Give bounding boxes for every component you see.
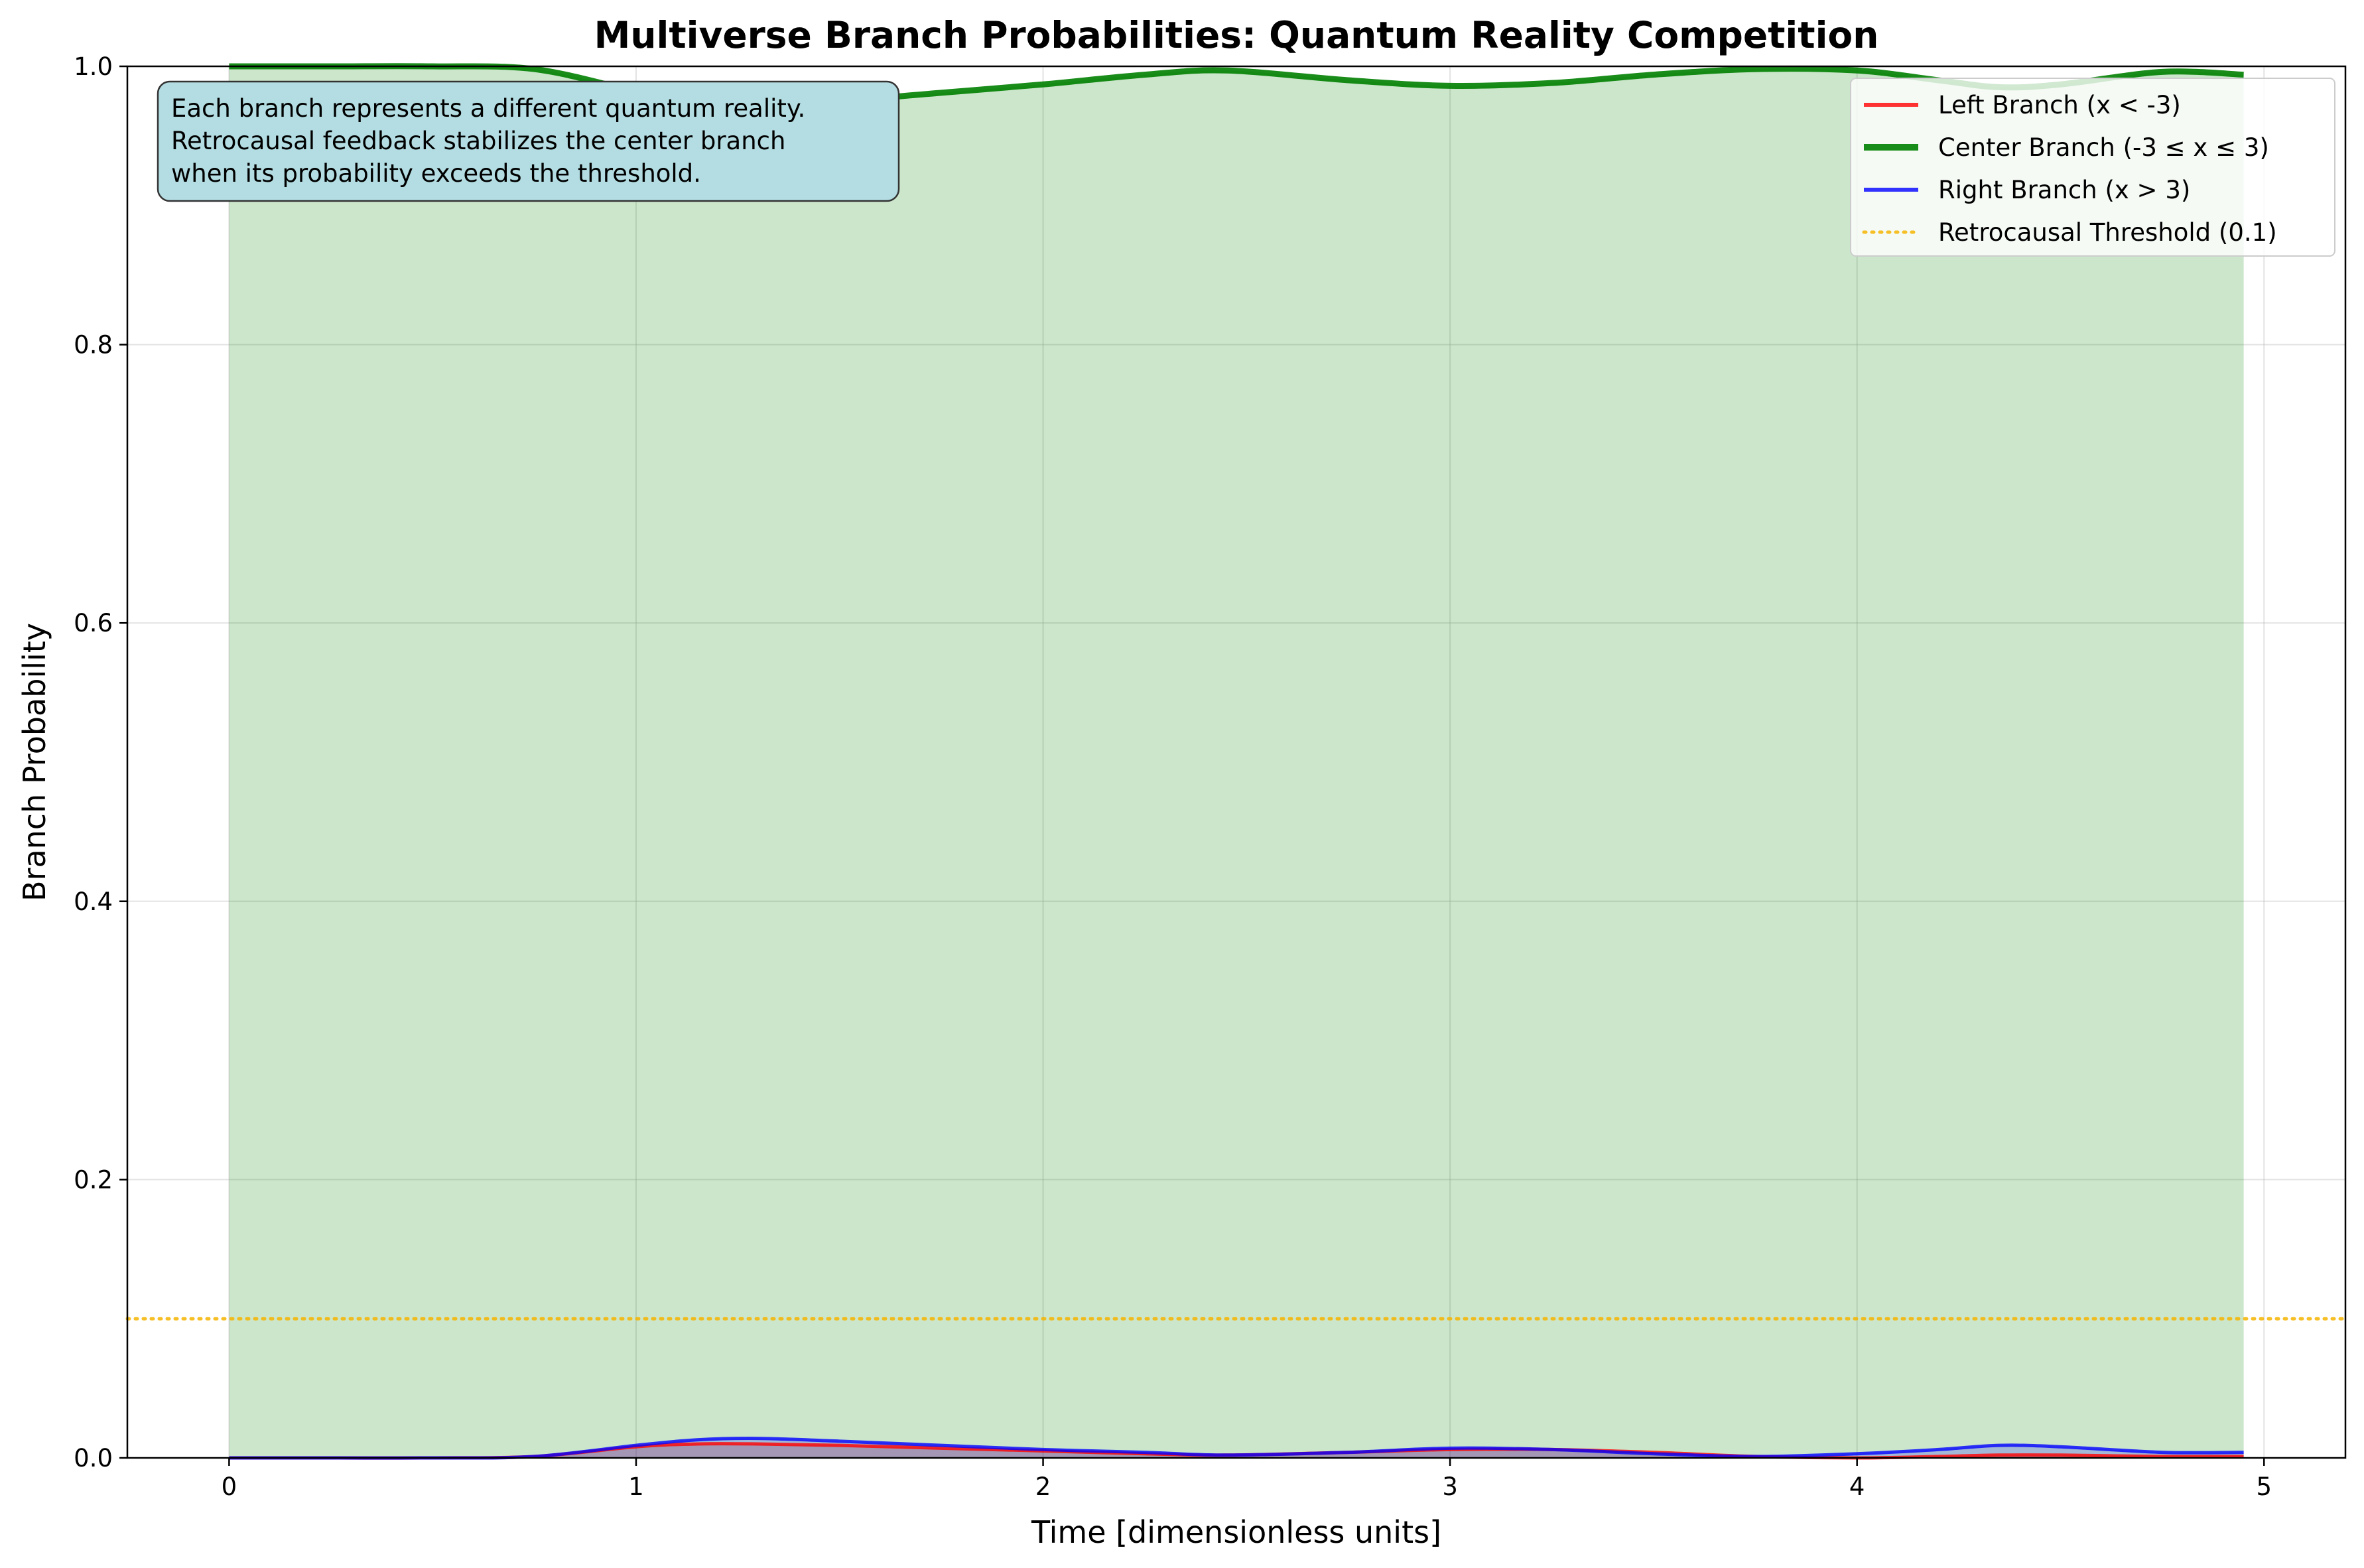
legend-label-center-branch: Center Branch (-3 ≤ x ≤ 3) <box>1938 133 2269 162</box>
annotation-line: Each branch represents a different quant… <box>171 94 805 123</box>
right-branch-line <box>229 1437 2244 1460</box>
axes-background <box>127 66 2345 1458</box>
x-tick-label: 1 <box>628 1472 644 1501</box>
annotation-line: when its probability exceeds the thresho… <box>171 159 701 188</box>
left-branch-fill <box>229 1443 2244 1459</box>
x-axis-ticks: 0 1 2 3 4 5 <box>222 1458 2272 1501</box>
annotation-background <box>157 80 900 202</box>
y-tick-label: 0.8 <box>74 331 113 359</box>
legend-label-left-branch: Left Branch (x < -3) <box>1938 91 2181 119</box>
x-axis-label: Time [dimensionless units] <box>1031 1514 1441 1550</box>
y-tick-label: 1.0 <box>74 52 113 81</box>
center-branch-fill <box>229 66 2244 1458</box>
x-tick-label: 4 <box>1849 1472 1865 1501</box>
y-tick-label: 0.4 <box>74 887 113 916</box>
series-fills <box>229 66 2244 1459</box>
chart-title: Multiverse Branch Probabilities: Quantum… <box>594 14 1879 56</box>
y-tick-label: 0.2 <box>74 1165 113 1194</box>
plot-area <box>125 63 2347 1460</box>
x-tick-label: 2 <box>1035 1472 1051 1501</box>
y-axis-ticks: 0.0 0.2 0.4 0.6 0.8 1.0 <box>74 52 127 1472</box>
legend-label-right-branch: Right Branch (x > 3) <box>1938 176 2190 204</box>
legend: Left Branch (x < -3) Center Branch (-3 ≤… <box>1850 78 2335 257</box>
y-tick-label: 0.6 <box>74 609 113 637</box>
y-axis-label: Branch Probability <box>17 623 52 901</box>
x-tick-label: 3 <box>1442 1472 1458 1501</box>
legend-box <box>1850 78 2335 257</box>
y-tick-label: 0.0 <box>74 1444 113 1472</box>
x-tick-label: 5 <box>2257 1472 2272 1501</box>
axes-frame <box>126 65 2347 1459</box>
annotation-box: Each branch represents a different quant… <box>157 80 900 202</box>
x-tick-label: 0 <box>222 1472 237 1501</box>
legend-label-threshold: Retrocausal Threshold (0.1) <box>1938 218 2277 247</box>
annotation-line: Retrocausal feedback stabilizes the cent… <box>171 127 785 155</box>
